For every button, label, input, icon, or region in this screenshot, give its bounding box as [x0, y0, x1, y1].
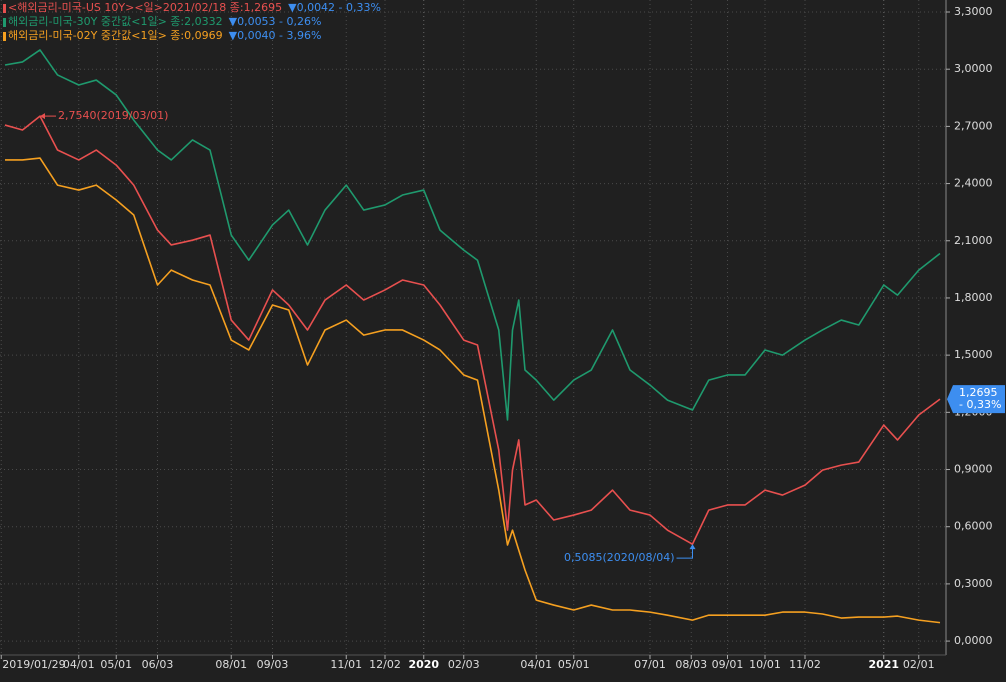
- legend-entry: <해외금리-미국-US 10Y><일>2021/02/18 종:1,2695 ▼0…: [8, 0, 381, 14]
- x-tick-label: 04/01: [520, 658, 552, 671]
- legend-swatch: [3, 4, 6, 13]
- y-tick-label: 3,3000: [954, 5, 993, 18]
- x-tick-label: 2020: [408, 658, 439, 671]
- y-tick-label: 3,0000: [954, 62, 993, 75]
- series-line: [5, 157, 941, 624]
- x-tick-label: 12/02: [369, 658, 401, 671]
- y-tick-label: 1,8000: [954, 291, 993, 304]
- y-tick-label: 0,9000: [954, 463, 993, 476]
- annotation-label: 2,7540(2019/03/01): [58, 109, 168, 122]
- legend-change: ▼0,0040 - 3,96%: [229, 29, 322, 42]
- legend-change: ▼0,0053 - 0,26%: [229, 15, 322, 28]
- annotation-label: 0,5085(2020/08/04): [564, 551, 674, 564]
- legend-change: ▼0,0042 - 0,33%: [288, 1, 381, 14]
- y-tick-label: 0,0000: [954, 634, 993, 647]
- x-tick-label: 05/01: [100, 658, 132, 671]
- price-tag-change: - 0,33%: [959, 398, 1001, 411]
- x-tick-label: 06/03: [142, 658, 174, 671]
- x-tick-label: 11/02: [789, 658, 821, 671]
- x-tick-label: 02/03: [448, 658, 480, 671]
- price-tag-box: [947, 385, 1005, 414]
- legend-entry: 해외금리-미국-30Y 중간값<1일> 종:2,0332 ▼0,0053 - 0,…: [8, 14, 321, 28]
- x-tick-label: 08/03: [675, 658, 707, 671]
- y-tick-label: 2,1000: [954, 234, 993, 247]
- legend-name: 해외금리-미국-02Y 중간값<1일> 종:0,0969: [8, 28, 223, 42]
- x-tick-label: 04/01: [63, 658, 95, 671]
- legend-name: 해외금리-미국-30Y 중간값<1일> 종:2,0332: [8, 14, 223, 28]
- x-tick-label: 2021: [868, 658, 899, 671]
- x-tick-label: 11/01: [330, 658, 362, 671]
- legend-name: <해외금리-미국-US 10Y><일>2021/02/18 종:1,2695: [8, 0, 282, 14]
- x-tick-label: 09/01: [712, 658, 744, 671]
- y-tick-label: 2,4000: [954, 177, 993, 190]
- annotation-arrow: [40, 113, 45, 120]
- series-line: [4, 49, 941, 421]
- legend-entry: 해외금리-미국-02Y 중간값<1일> 종:0,0969 ▼0,0040 - 3,…: [8, 28, 321, 42]
- series-line: [4, 115, 941, 545]
- y-tick-label: 0,6000: [954, 520, 993, 533]
- x-tick-label: 02/01: [903, 658, 935, 671]
- x-tick-label: 07/01: [634, 658, 666, 671]
- x-tick-label: 05/01: [558, 658, 590, 671]
- y-tick-label: 2,7000: [954, 119, 993, 132]
- legend-swatch: [3, 18, 6, 27]
- annotation-arrow: [689, 544, 696, 550]
- x-tick-label: 08/01: [215, 658, 247, 671]
- price-tag-label: 1,2695: [959, 386, 998, 399]
- x-tick-label: 2019/01/29: [2, 658, 65, 671]
- y-tick-label: 1,5000: [954, 348, 993, 361]
- y-tick-label: 0,3000: [954, 577, 993, 590]
- annotation-leader: [676, 546, 693, 559]
- x-tick-label: 10/01: [749, 658, 781, 671]
- legend-swatch: [3, 32, 6, 41]
- x-tick-label: 09/03: [257, 658, 289, 671]
